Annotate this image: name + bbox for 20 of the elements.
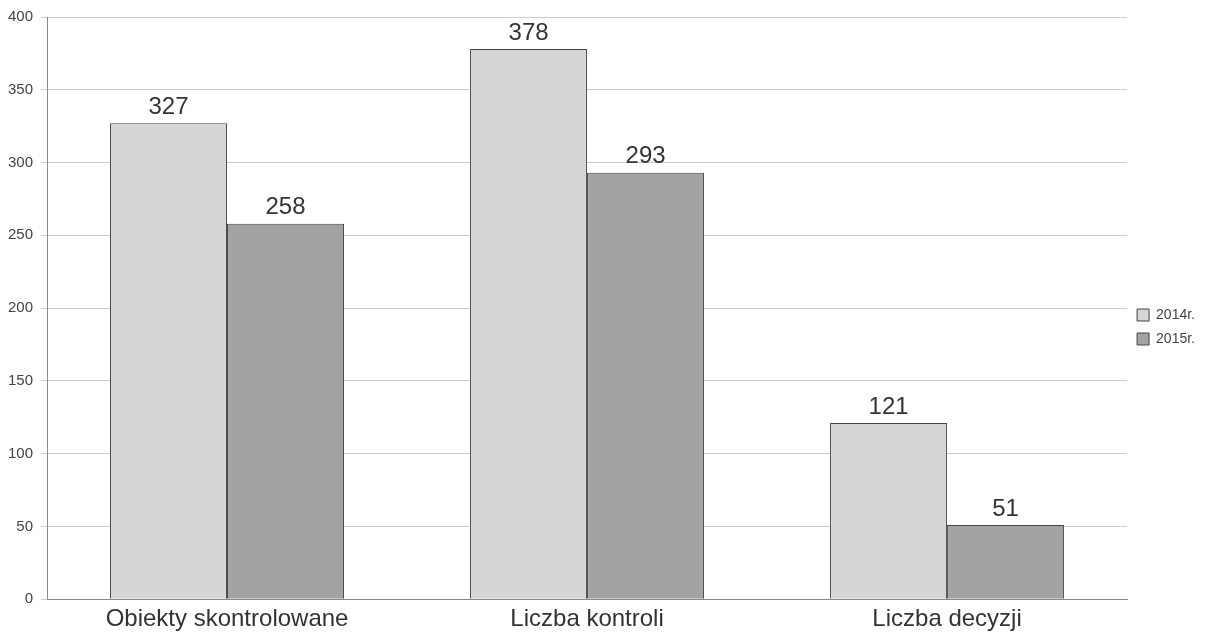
y-tick-label: 350 — [8, 79, 34, 97]
y-tick-label: 200 — [8, 298, 34, 316]
y-tick-label: 0 — [24, 589, 34, 607]
y-tick-label: 400 — [8, 7, 34, 25]
x-tick-label: Obiekty skontrolowane — [105, 604, 349, 632]
data-label: 121 — [868, 391, 909, 419]
data-label: 51 — [992, 493, 1019, 521]
data-label: 327 — [148, 91, 189, 119]
legend-label: 2014r. — [1156, 305, 1196, 322]
data-label: 293 — [625, 141, 666, 169]
y-tick-label: 50 — [16, 516, 34, 534]
x-tick-label: Liczba decyzji — [872, 604, 1022, 632]
y-tick-label: 150 — [8, 371, 34, 389]
y-tick-label: 300 — [8, 152, 34, 170]
x-tick-label: Liczba kontroli — [510, 604, 664, 632]
legend-label: 2015r. — [1156, 329, 1196, 346]
y-tick-label: 100 — [8, 443, 34, 461]
data-label: 378 — [508, 17, 549, 45]
y-tick-label: 250 — [8, 225, 34, 243]
data-label: 258 — [265, 192, 306, 220]
